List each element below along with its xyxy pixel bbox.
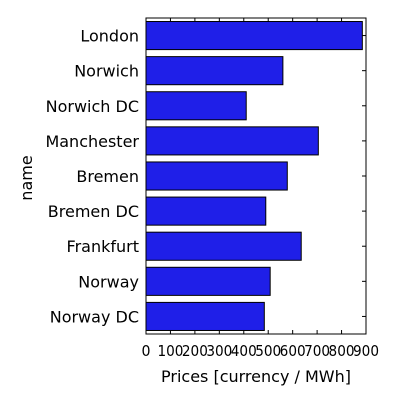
y-tick-label: Norwich	[74, 62, 139, 81]
x-tick-label: 900	[353, 342, 379, 360]
x-tick-label: 200	[182, 342, 208, 360]
bar-bremen-dc	[145, 196, 267, 226]
y-tick-label: Frankfurt	[67, 237, 139, 256]
bar-norwich-dc	[145, 91, 247, 121]
bar-frankfurt	[145, 231, 302, 261]
x-axis-label: Prices [currency / MWh]	[161, 367, 351, 386]
x-tick-label: 400	[231, 342, 257, 360]
x-tick-label: 500	[255, 342, 281, 360]
bar-london	[145, 21, 363, 51]
x-tick-label: 600	[280, 342, 306, 360]
bar-norway-dc	[145, 301, 265, 331]
y-tick-label: Bremen	[76, 167, 139, 186]
bar-norwich	[145, 56, 284, 86]
y-axis-label: name	[17, 155, 36, 200]
bars-layer	[145, 21, 363, 331]
bar-manchester	[145, 126, 319, 156]
bar-norway	[145, 266, 271, 296]
y-tick-label: London	[80, 27, 139, 46]
x-tick-label: 300	[206, 342, 232, 360]
y-tick-label: Norway DC	[50, 307, 139, 326]
x-tick-label: 800	[329, 342, 355, 360]
y-tick-label: Manchester	[45, 132, 139, 151]
x-tick-label: 700	[304, 342, 330, 360]
y-tick-label: Norwich DC	[46, 97, 139, 116]
axes-layer	[145, 17, 367, 335]
x-tick-label: 100	[157, 342, 183, 360]
y-tick-label: Bremen DC	[48, 202, 139, 221]
y-tick-labels: London Norwich Norwich DC Manchester Bremen B…	[45, 27, 139, 327]
bar-bremen	[145, 161, 288, 191]
x-tick-label: 0	[142, 342, 151, 360]
y-tick-label: Norway	[78, 272, 139, 291]
